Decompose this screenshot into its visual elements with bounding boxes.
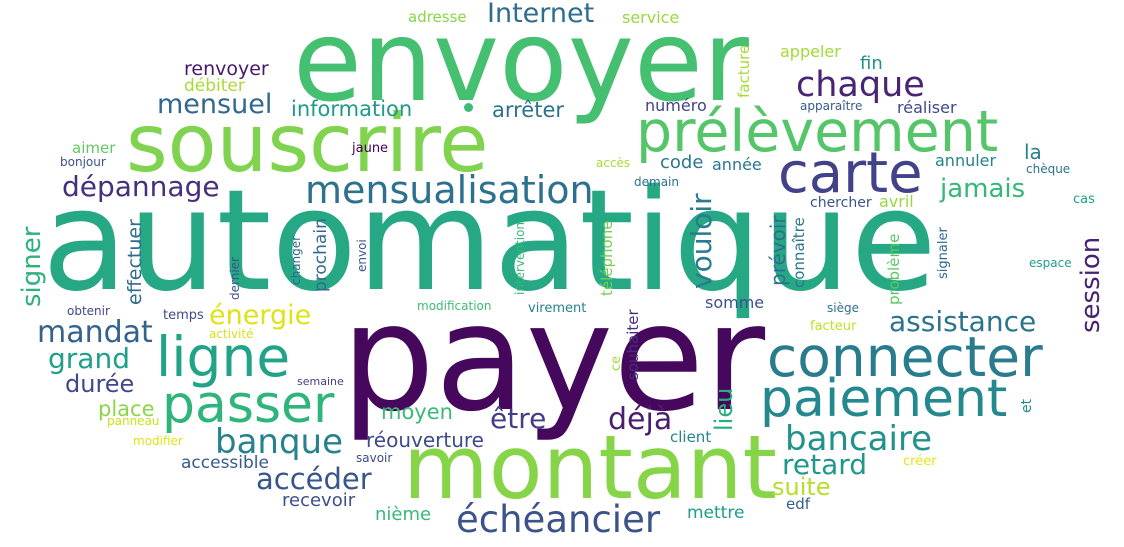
word-energie: énergie	[209, 300, 312, 331]
word-siege: siège	[827, 301, 859, 315]
word-assistance: assistance	[889, 305, 1037, 338]
word-bancaire: bancaire	[785, 419, 933, 459]
word-carte: carte	[778, 141, 923, 206]
word-intervention: intervention	[513, 221, 527, 295]
word-adresse: adresse	[408, 8, 467, 26]
word-ligne: ligne	[156, 325, 291, 389]
word-aimer: aimer	[72, 139, 116, 157]
word-montant: montant	[403, 416, 778, 519]
word-chercher: chercher	[810, 195, 872, 211]
word-recevoir: recevoir	[282, 490, 356, 511]
word-et: et	[1019, 398, 1035, 413]
word-lieu: lieu	[710, 387, 738, 431]
word-payer: payer	[341, 272, 766, 444]
word-effectuer: effectuer	[124, 219, 146, 305]
word-chaque: chaque	[796, 65, 925, 105]
word-bonjour: bonjour	[60, 155, 106, 169]
word-internet: Internet	[487, 0, 595, 29]
word-savoir: savoir	[356, 451, 393, 465]
word-modifier: modifier	[133, 434, 183, 448]
word-facture: facture	[735, 44, 753, 98]
word-paiement: paiement	[760, 369, 1008, 429]
word-depannage: dépannage	[62, 170, 220, 203]
word-retard: retard	[782, 448, 868, 481]
word-somme: somme	[705, 293, 765, 312]
word-annuler: annuler	[935, 151, 997, 170]
word-fin: fin	[860, 53, 883, 74]
word-banque: banque	[215, 422, 344, 462]
dot-mark	[464, 103, 473, 112]
word-modification: modification	[417, 299, 492, 313]
word-suite: suite	[772, 473, 831, 501]
word-etre: être	[490, 402, 547, 435]
word-edf: edf	[786, 495, 811, 513]
word-debiter: débiter	[184, 76, 245, 96]
word-connaitre: connaître	[790, 217, 808, 288]
word-vouloir: session	[1076, 236, 1106, 333]
word-nieme: nième	[375, 504, 432, 525]
word-obtenir: obtenir	[67, 304, 110, 318]
word-client: client	[670, 428, 712, 446]
word-automatique: automatique	[42, 160, 937, 323]
word-la: la	[1024, 140, 1042, 164]
word-grand: grand	[48, 342, 130, 375]
word-information: information	[291, 97, 413, 121]
word-ce: ce	[609, 355, 624, 371]
word-passer: passer	[162, 375, 335, 435]
word-souscrire: souscrire	[126, 97, 489, 190]
word-cheque: chèque	[1026, 162, 1071, 176]
word-telephone: téléphone	[598, 220, 616, 296]
word-acceder: accéder	[256, 462, 372, 496]
word-duree: durée	[65, 370, 135, 398]
word-acces: accès	[596, 156, 631, 170]
word-mandat: mandat	[37, 315, 153, 350]
word-probleme: problème	[885, 233, 903, 305]
word-prochain: prochain	[311, 218, 331, 292]
word-renvoyer: renvoyer	[184, 58, 269, 80]
word-espace: espace	[1029, 256, 1072, 270]
word-creer: créer	[903, 454, 937, 469]
word-envoi: envoi	[355, 239, 369, 272]
word-place: place	[98, 397, 155, 421]
word-reouverture: réouverture	[366, 428, 484, 452]
word-jamais: jamais	[940, 174, 1026, 204]
word-numero: numéro	[645, 96, 707, 115]
word-code: code	[660, 152, 704, 173]
word-dernier: dernier	[228, 257, 242, 300]
word-mettre: mettre	[687, 503, 745, 523]
word-realiser: réaliser	[897, 98, 957, 117]
word-deja: déjà	[608, 402, 673, 437]
word-session: signer	[17, 226, 47, 307]
word-signer: vouloir	[685, 193, 718, 289]
word-echeancier: échéancier	[456, 498, 661, 541]
word-prelevement: prélèvement	[636, 99, 999, 165]
word-mensuel: mensuel	[157, 89, 273, 120]
word-panneau: panneau	[107, 414, 160, 428]
word-semaine: semaine	[297, 375, 344, 388]
word-annee: année	[712, 155, 762, 174]
word-virement: virement	[528, 301, 587, 316]
word-changer: changer	[289, 235, 303, 285]
word-avril: avril	[879, 192, 914, 211]
word-temps: temps	[163, 308, 204, 323]
word-connecter: connecter	[767, 325, 1043, 389]
word-arreter: arrêter	[492, 98, 565, 122]
word-signaler: signaler	[936, 227, 951, 279]
word-facteur: facteur	[810, 319, 857, 334]
word-envoyer: envoyer	[293, 0, 749, 127]
word-apparaitre: apparaître	[800, 99, 863, 113]
word-prevoir: prévoir	[766, 215, 790, 286]
word-mensualisation: mensualisation	[305, 168, 594, 212]
word-appeler: appeler	[780, 42, 841, 61]
word-service: service	[622, 8, 680, 27]
word-accessible: accessible	[181, 453, 269, 473]
word-activite: activité	[209, 327, 254, 341]
word-jaune: jaune	[352, 141, 389, 156]
word-demain: demain	[634, 175, 679, 189]
word-cas: cas	[1073, 192, 1095, 207]
word-moyen: moyen	[381, 400, 453, 424]
word-souhaiter: souhaiter	[624, 309, 642, 380]
